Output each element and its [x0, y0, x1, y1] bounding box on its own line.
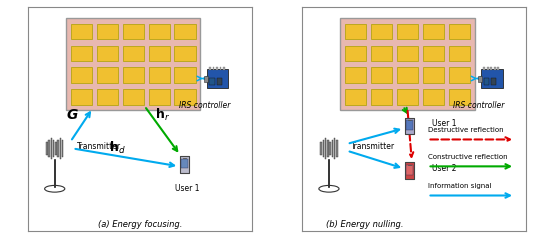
Bar — [371, 24, 392, 40]
Bar — [487, 67, 489, 70]
Bar — [397, 89, 418, 105]
Bar — [148, 89, 170, 105]
Bar — [371, 89, 392, 105]
Bar — [449, 89, 470, 105]
Bar — [423, 89, 444, 105]
Bar — [345, 24, 366, 40]
Bar — [217, 78, 222, 85]
Bar — [223, 67, 225, 70]
Bar — [53, 140, 54, 157]
Text: Constructive reflection: Constructive reflection — [428, 154, 507, 160]
Bar — [325, 138, 326, 159]
Bar — [175, 67, 196, 83]
Bar — [122, 46, 144, 61]
Bar — [148, 67, 170, 83]
Text: Information signal: Information signal — [428, 183, 491, 189]
Bar — [204, 76, 208, 82]
Bar — [484, 78, 489, 85]
Bar — [423, 46, 444, 61]
Text: Transmitter: Transmitter — [351, 142, 396, 151]
Bar — [175, 89, 196, 105]
Bar — [483, 67, 485, 70]
Bar — [345, 46, 366, 61]
Bar — [55, 142, 57, 154]
Bar — [96, 89, 118, 105]
Bar — [209, 78, 215, 85]
Bar — [406, 120, 413, 130]
Text: (a) Energy focusing.: (a) Energy focusing. — [98, 220, 182, 229]
Bar — [423, 24, 444, 40]
Bar — [148, 24, 170, 40]
Bar — [449, 46, 470, 61]
Text: $\mathbf{h}_r$: $\mathbf{h}_r$ — [155, 107, 170, 123]
Bar — [320, 142, 322, 154]
Bar — [345, 89, 366, 105]
Bar — [181, 159, 188, 168]
Bar — [180, 156, 189, 173]
Bar — [491, 78, 496, 85]
Bar — [449, 67, 470, 83]
Bar — [70, 24, 92, 40]
Bar — [209, 67, 211, 70]
Bar — [405, 118, 414, 134]
Bar — [57, 140, 59, 157]
Bar — [122, 24, 144, 40]
Bar — [397, 24, 418, 40]
Bar — [122, 67, 144, 83]
Text: (b) Energy nulling.: (b) Energy nulling. — [326, 220, 403, 229]
Bar — [96, 24, 118, 40]
Text: User 2: User 2 — [432, 164, 456, 173]
Bar — [334, 138, 335, 159]
Text: User 1: User 1 — [432, 119, 456, 128]
Bar — [48, 140, 50, 157]
Bar — [175, 24, 196, 40]
Text: User 1: User 1 — [175, 184, 199, 193]
Bar — [494, 67, 496, 70]
Bar — [423, 67, 444, 83]
Bar — [213, 67, 214, 70]
Bar — [406, 165, 413, 174]
Bar — [481, 69, 502, 88]
Bar — [96, 46, 118, 61]
Bar — [490, 67, 492, 70]
Bar — [66, 19, 201, 110]
Bar — [70, 46, 92, 61]
Bar — [497, 67, 499, 70]
Text: IRS controller: IRS controller — [179, 101, 230, 110]
Bar — [327, 140, 329, 157]
Bar — [371, 46, 392, 61]
Text: Transmitter: Transmitter — [77, 142, 121, 151]
Bar — [405, 162, 414, 179]
Bar — [175, 46, 196, 61]
Bar — [50, 138, 52, 159]
Bar — [70, 67, 92, 83]
Bar — [46, 142, 48, 154]
Text: $\mathbf{h}_d$: $\mathbf{h}_d$ — [109, 140, 126, 156]
Bar — [478, 76, 482, 82]
Bar — [331, 140, 333, 157]
Bar — [371, 67, 392, 83]
Text: G: G — [67, 108, 78, 122]
Bar — [207, 69, 228, 88]
Bar — [449, 24, 470, 40]
Bar — [62, 140, 63, 157]
Bar — [216, 67, 218, 70]
Bar — [70, 89, 92, 105]
Bar — [329, 142, 331, 154]
Bar — [220, 67, 222, 70]
Bar — [345, 67, 366, 83]
Bar — [148, 46, 170, 61]
Bar — [122, 89, 144, 105]
Bar — [96, 67, 118, 83]
Bar — [59, 138, 61, 159]
Text: Destructive reflection: Destructive reflection — [428, 127, 503, 133]
Bar — [340, 19, 475, 110]
Bar — [336, 140, 337, 157]
Bar — [397, 67, 418, 83]
Text: IRS controller: IRS controller — [453, 101, 505, 110]
Bar — [322, 140, 324, 157]
Bar — [397, 46, 418, 61]
